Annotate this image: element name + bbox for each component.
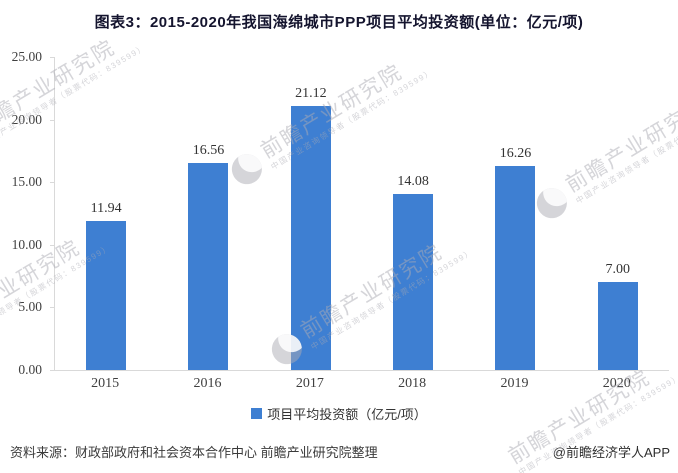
x-tick-label: 2016	[193, 376, 222, 391]
bar-slot: 21.12	[260, 57, 362, 370]
x-axis-labels: 2015 2016 2017 2018 2019 2020	[54, 376, 668, 392]
bar	[86, 220, 127, 370]
bar-slot: 14.08	[362, 57, 464, 370]
y-axis-tick	[50, 307, 54, 309]
bar	[290, 105, 331, 370]
x-tick-label: 2018	[398, 376, 427, 391]
x-tick-label: 2019	[500, 376, 529, 391]
bar-value-label: 21.12	[295, 85, 327, 101]
legend-label: 项目平均投资额（亿元/项）	[267, 407, 427, 422]
y-tick-label: 5.00	[18, 299, 42, 315]
bar-slot: 16.56	[157, 57, 259, 370]
bar-slot: 7.00	[567, 57, 669, 370]
bar	[597, 282, 638, 370]
y-tick-label: 20.00	[11, 111, 42, 127]
chart-title: 图表3：2015-2020年我国海绵城市PPP项目平均投资额(单位：亿元/项)	[94, 14, 584, 31]
credit-note: @前瞻经济学人APP	[552, 445, 670, 460]
bar-slot: 11.94	[55, 57, 157, 370]
x-tick-label: 2017	[295, 376, 324, 391]
y-axis-tick	[50, 244, 54, 246]
y-axis-tick	[50, 119, 54, 121]
bar-value-label: 16.56	[192, 142, 225, 158]
y-tick-label: 15.00	[11, 174, 42, 190]
y-tick-label: 10.00	[11, 236, 42, 252]
bar-value-label: 7.00	[605, 262, 631, 278]
y-tick-label: 25.00	[11, 49, 42, 64]
x-tick-label: 2020	[602, 376, 631, 391]
bar-value-label: 11.94	[90, 200, 122, 216]
bar	[495, 166, 536, 370]
x-tick-label: 2015	[91, 376, 120, 391]
bar	[188, 162, 229, 370]
legend-swatch-icon	[251, 408, 263, 419]
bar-slot: 16.26	[464, 57, 566, 370]
legend: 项目平均投资额（亿元/项）	[0, 404, 678, 423]
y-axis-labels: 25.00 20.00 15.00 10.00 5.00 0.00	[0, 49, 48, 377]
y-axis-tick	[50, 182, 54, 184]
plot-area: 11.94 16.56 21.12 14.08 16.26 7.00	[54, 57, 669, 371]
y-axis-tick	[50, 370, 54, 371]
source-note: 资料来源：财政部政府和社会资本合作中心 前瞻产业研究院整理	[10, 445, 378, 460]
bar	[393, 193, 434, 370]
bar-value-label: 16.26	[499, 146, 532, 162]
bar-value-label: 14.08	[397, 173, 429, 189]
y-axis-tick	[50, 57, 54, 58]
y-tick-label: 0.00	[18, 362, 42, 377]
footer: 资料来源：财政部政府和社会资本合作中心 前瞻产业研究院整理 @前瞻经济学人APP	[10, 442, 670, 461]
